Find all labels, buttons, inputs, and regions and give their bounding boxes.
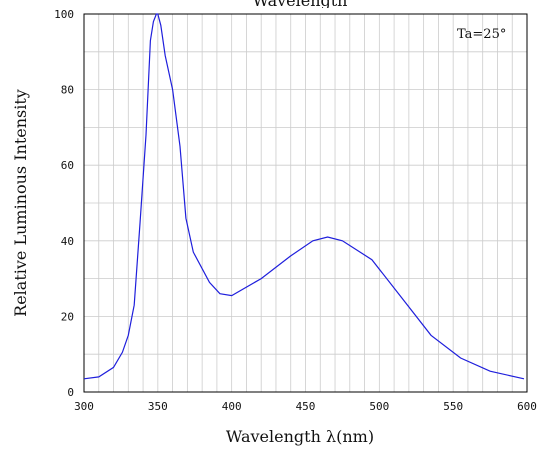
x-tick-label: 400	[222, 400, 242, 413]
temperature-annotation: Ta=25°	[457, 27, 506, 42]
grid	[83, 13, 528, 393]
y-tick-label: 20	[61, 310, 74, 323]
x-tick-label: 500	[369, 400, 389, 413]
chart-title-group: Wavelength	[253, 0, 348, 10]
x-tick-label: 350	[148, 400, 168, 413]
y-tick-label: 0	[67, 386, 74, 399]
y-axis-tick-labels: 0 20 40 60 80 100	[54, 8, 74, 399]
y-tick-label: 60	[61, 159, 74, 172]
x-tick-label: 450	[296, 400, 316, 413]
x-tick-label: 300	[74, 400, 94, 413]
chart-title: Wavelength	[253, 0, 348, 10]
x-axis-tick-labels: 300 350 400 450 500 550 600	[74, 400, 537, 413]
y-tick-label: 40	[61, 235, 74, 248]
intensity-curve	[83, 13, 525, 380]
x-tick-label: 600	[517, 400, 537, 413]
x-tick-label: 550	[443, 400, 463, 413]
y-axis-label: Relative Luminous Intensity	[11, 89, 30, 317]
y-tick-label: 100	[54, 8, 74, 21]
y-tick-label: 80	[61, 84, 74, 97]
x-axis-label: Wavelength λ(nm)	[226, 427, 374, 446]
plot-frame	[83, 13, 528, 393]
